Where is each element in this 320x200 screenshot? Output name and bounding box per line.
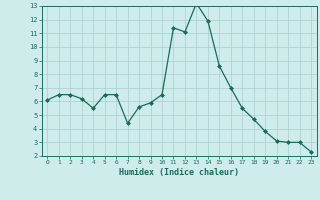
X-axis label: Humidex (Indice chaleur): Humidex (Indice chaleur) (119, 168, 239, 177)
